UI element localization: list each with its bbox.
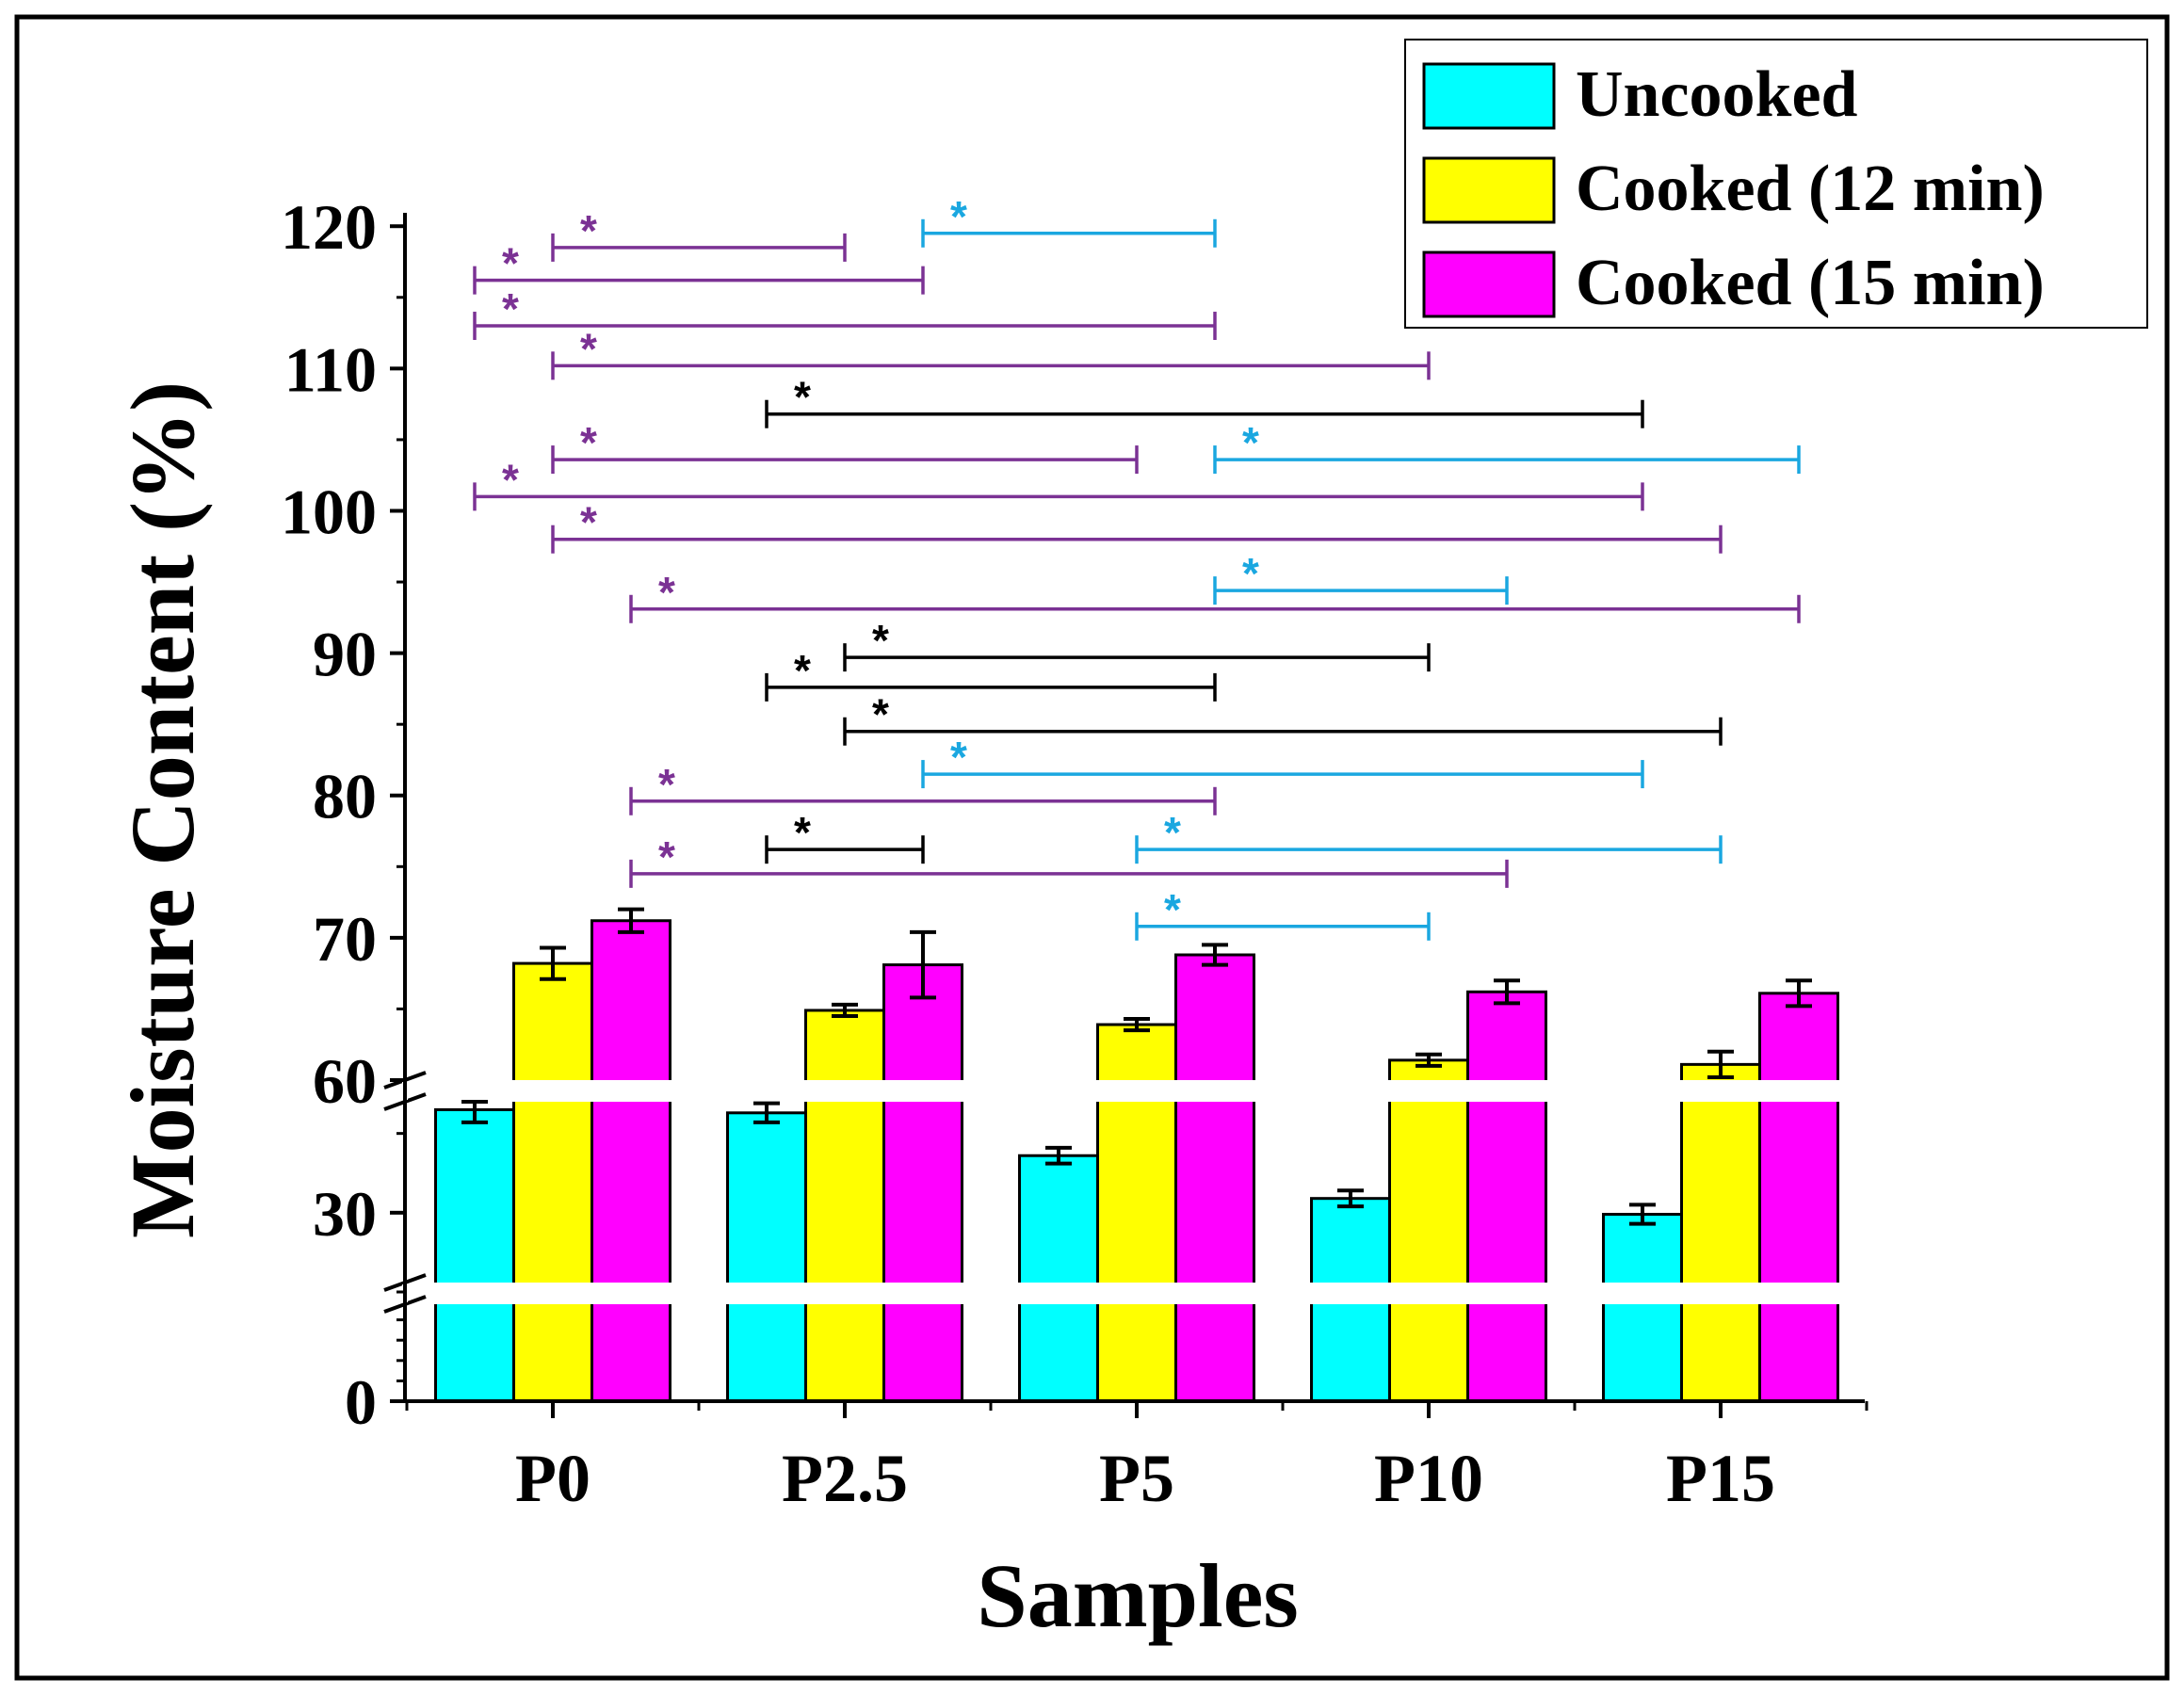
axis-break-band (433, 1283, 1840, 1304)
y-tick-label: 70 (313, 903, 377, 975)
legend-label-1: Cooked (12 min) (1576, 153, 2045, 225)
y-tick-label: 30 (313, 1178, 377, 1250)
significance-star: * (950, 733, 967, 782)
significance-star: * (1164, 808, 1181, 857)
y-tick-label: 60 (313, 1045, 377, 1117)
significance-star: * (502, 455, 519, 504)
y-tick-label: 90 (313, 619, 377, 690)
significance-star: * (1242, 418, 1259, 467)
legend-swatch-2 (1422, 250, 1556, 318)
bar-cooked-15-min--p10 (1466, 990, 1547, 1403)
significance-star: * (658, 832, 675, 881)
x-axis-title: Samples (977, 1545, 1298, 1646)
bar-cooked-15-min--p0 (590, 919, 671, 1403)
bars-layer (434, 919, 1839, 1403)
y-tick-label: 120 (281, 191, 377, 263)
bar-cooked-12-min--p2.5 (804, 1009, 885, 1403)
axis-break-band (433, 1080, 1840, 1102)
y-tick-label: 0 (345, 1366, 377, 1438)
legend-swatch-1 (1422, 156, 1556, 224)
y-axis-title: Moisture Content (%) (112, 381, 213, 1238)
bar-cooked-12-min--p10 (1388, 1058, 1469, 1403)
significance-star: * (580, 206, 597, 255)
bar-cooked-15-min--p2.5 (882, 963, 963, 1403)
legend-label-2: Cooked (15 min) (1576, 247, 2045, 319)
x-tick-label-p5: P5 (1099, 1441, 1174, 1516)
x-tick-label-p2.5: P2.5 (782, 1441, 908, 1516)
significance-star: * (1164, 885, 1181, 934)
axes-layer: 0 30 60 70 80 90 100 110 120 P0 P2.5 P5 P10 P15 (281, 191, 1869, 1516)
y-tick-label: 80 (313, 761, 377, 832)
significance-star: * (502, 239, 519, 288)
x-tick-label-p0: P0 (515, 1441, 590, 1516)
bar-uncooked-p2.5 (726, 1111, 807, 1403)
y-tick-label: 100 (281, 476, 377, 547)
legend-label-0: Uncooked (1576, 58, 1858, 131)
significance-star: * (794, 373, 811, 422)
legend-swatch-0 (1422, 62, 1556, 130)
bar-uncooked-p5 (1018, 1154, 1099, 1403)
x-tick-label-p10: P10 (1374, 1441, 1483, 1516)
significance-star: * (794, 808, 811, 857)
bar-cooked-15-min--p5 (1174, 953, 1255, 1403)
error-bars-layer (461, 907, 1812, 1226)
bar-cooked-12-min--p0 (512, 961, 593, 1403)
bar-uncooked-p0 (434, 1107, 515, 1403)
legend: Uncooked Cooked (12 min) Cooked (15 min) (1404, 39, 2148, 329)
significance-star: * (872, 690, 889, 739)
significance-star: * (658, 760, 675, 809)
significance-star: * (794, 646, 811, 695)
x-tick-label-p15: P15 (1666, 1441, 1775, 1516)
significance-star: * (872, 616, 889, 665)
significance-star: * (502, 284, 519, 333)
outer-frame (14, 14, 2170, 1681)
significance-star: * (658, 568, 675, 617)
significance-star: * (580, 324, 597, 373)
significance-star: * (580, 498, 597, 547)
significance-layer: * ****** *********** *** (473, 192, 1801, 941)
bar-uncooked-p15 (1602, 1213, 1683, 1403)
bar-cooked-12-min--p15 (1680, 1062, 1761, 1403)
significance-star: * (1242, 549, 1259, 598)
significance-star: * (950, 192, 967, 241)
significance-star: * (580, 418, 597, 467)
bar-cooked-15-min--p15 (1758, 992, 1839, 1403)
y-tick-label: 110 (284, 333, 377, 405)
